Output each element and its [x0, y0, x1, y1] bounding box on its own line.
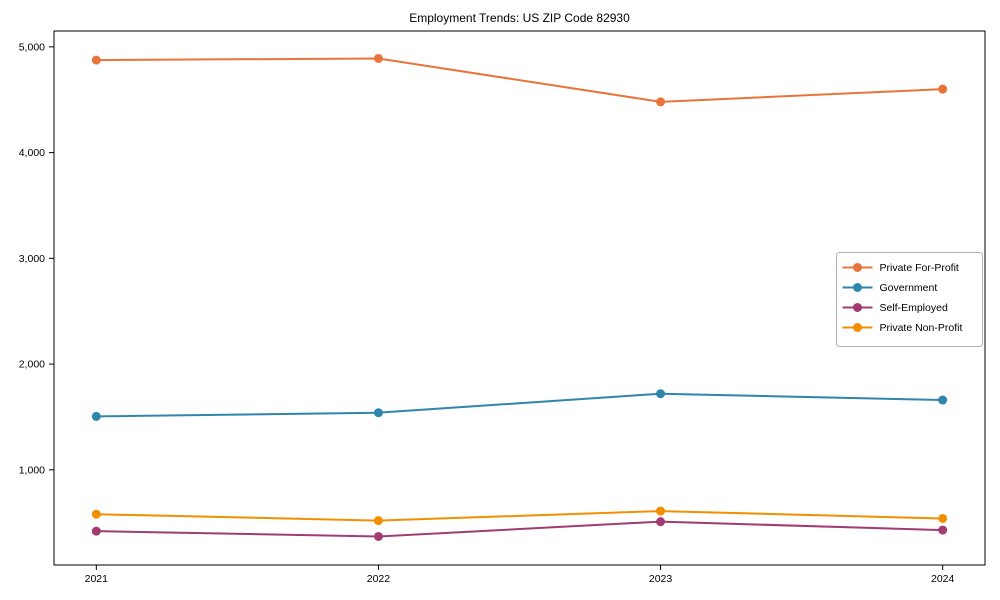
- series-marker: [656, 517, 666, 527]
- y-tick-label: 1,000: [19, 464, 45, 476]
- legend-box: [836, 252, 983, 347]
- series-marker: [938, 395, 948, 405]
- series-marker: [373, 516, 383, 526]
- series-marker: [656, 97, 666, 107]
- series-line: [95, 520, 944, 538]
- series-marker: [373, 53, 383, 63]
- series-marker: [938, 84, 948, 94]
- legend-label: Private For-Profit: [880, 262, 959, 274]
- x-tick-label: 2023: [649, 573, 673, 585]
- legend-label: Government: [880, 282, 938, 294]
- legend-label: Self-Employed: [880, 302, 948, 314]
- y-tick-label: 2,000: [19, 359, 45, 371]
- series-marker: [91, 526, 101, 536]
- plot-area: 1,000 2,000 3,000 4,000 5,000 2021 2022 2023 202…: [19, 30, 986, 585]
- y-tick-label: 5,000: [19, 41, 45, 53]
- series-marker: [656, 506, 666, 516]
- legend: Private For-Profit Government Self-Employe…: [836, 252, 983, 347]
- series-marker: [373, 408, 383, 418]
- x-tick-label: 2024: [931, 573, 955, 585]
- series-line: [95, 57, 944, 103]
- legend-marker: [853, 283, 862, 292]
- chart-title: Employment Trends: US ZIP Code 82930: [409, 11, 630, 25]
- series-marker: [91, 55, 101, 65]
- series-line: [95, 392, 944, 418]
- legend-label: Private Non-Profit: [880, 322, 963, 334]
- y-tick-label: 3,000: [19, 253, 45, 265]
- plot-frame: [53, 30, 986, 566]
- legend-marker: [853, 303, 862, 312]
- x-tick-label: 2022: [367, 573, 391, 585]
- x-tick-label: 2021: [85, 573, 109, 585]
- series-marker: [373, 531, 383, 541]
- series-marker: [656, 389, 666, 399]
- legend-marker: [853, 323, 862, 332]
- legend-marker: [853, 263, 862, 272]
- y-tick-label: 4,000: [19, 147, 45, 159]
- series-line: [95, 510, 944, 522]
- series-marker: [91, 411, 101, 421]
- series-marker: [91, 509, 101, 519]
- series-marker: [938, 513, 948, 523]
- series-marker: [938, 525, 948, 535]
